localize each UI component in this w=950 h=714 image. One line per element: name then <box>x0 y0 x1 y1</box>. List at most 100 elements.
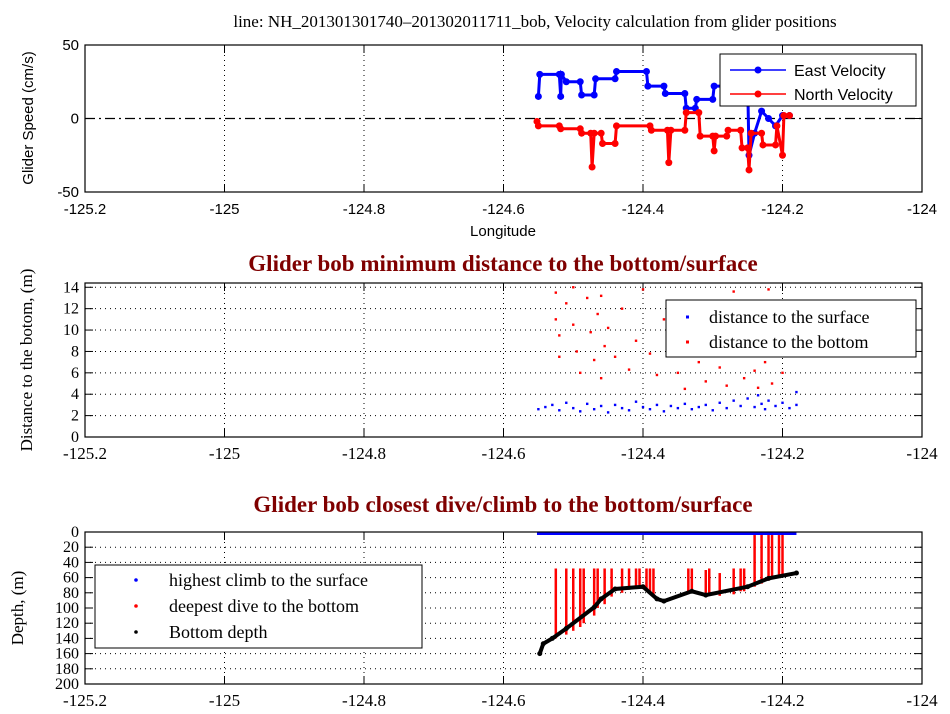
data-point <box>534 92 542 100</box>
y-tick-label: 200 <box>55 676 79 693</box>
surface-distance-point <box>690 407 694 411</box>
surface-distance-point <box>662 410 666 413</box>
y-tick-label: 80 <box>63 585 79 602</box>
bottom-distance-point <box>697 360 700 364</box>
data-point <box>590 129 598 137</box>
x-tick-label: -124.6 <box>482 691 526 710</box>
y-tick-label: 180 <box>55 661 79 678</box>
data-point <box>758 107 766 115</box>
bottom-depth-point <box>563 626 569 632</box>
bottom-depth-point <box>598 596 604 602</box>
bottom-distance-point <box>662 318 666 321</box>
data-point <box>695 109 703 117</box>
legend: highest climb to the surface deepest dive… <box>94 564 423 649</box>
bottom-distance-point <box>589 330 592 334</box>
bottom-distance-point <box>725 384 728 387</box>
surface-distance-point <box>648 407 652 411</box>
bottom-distance-point <box>599 294 603 298</box>
bottom-depth-point <box>689 588 695 594</box>
data-point <box>765 115 773 122</box>
data-point <box>747 129 755 137</box>
data-point <box>642 67 650 75</box>
legend-marker <box>134 578 138 582</box>
bottom-distance-point <box>732 290 735 293</box>
legend-box <box>665 299 917 358</box>
legend-marker <box>134 604 138 608</box>
y-tick-label: 2 <box>71 408 79 425</box>
surface-distance-point <box>579 410 582 413</box>
bottom-distance-point <box>572 323 575 326</box>
y-tick-label: 0 <box>71 111 79 128</box>
y-tick-label: 6 <box>71 365 79 382</box>
surface-distance-point <box>655 403 659 407</box>
bottom-depth-point <box>612 586 618 592</box>
y-tick-label: 4 <box>71 386 79 403</box>
legend-marker <box>754 66 762 74</box>
legend-marker <box>134 630 138 634</box>
bottom-depth-point <box>766 575 772 581</box>
surface-distance-point <box>746 397 749 400</box>
y-tick-label: 0 <box>71 524 79 541</box>
bottom-chart: -125.2 -125 -124.8 -124.6 -124.4 -124.2 -12402… <box>55 524 938 710</box>
bottom-distance-point <box>592 358 596 362</box>
bottom-distance-point <box>599 376 603 380</box>
x-tick-label: -124.6 <box>482 201 525 218</box>
legend: East Velocity North Velocity <box>719 53 917 107</box>
y-tick-label: 60 <box>63 570 79 587</box>
surface-distance-point <box>572 406 575 410</box>
data-point <box>693 95 701 103</box>
surface-distance-point <box>697 405 700 409</box>
bottom-distance-point <box>704 380 707 383</box>
x-tick-label: -124 <box>906 691 938 710</box>
bottom-distance-point <box>554 318 558 321</box>
surface-distance-point <box>683 402 687 406</box>
data-point <box>723 132 731 140</box>
data-point <box>709 95 717 103</box>
plot-area <box>533 67 793 174</box>
surface-distance-point <box>558 409 561 412</box>
data-point <box>785 112 793 120</box>
top-chart-title: line: NH_201301301740–201302011711_bob, … <box>233 12 836 31</box>
bottom-depth-point <box>549 635 555 641</box>
y-tick-label: 120 <box>55 615 79 632</box>
surface-distance-point <box>627 409 631 412</box>
bottom-distance-point <box>627 368 631 371</box>
data-point <box>611 139 619 147</box>
legend-label: deepest dive to the bottom <box>169 596 359 616</box>
x-tick-label: -125 <box>209 201 239 218</box>
bottom-depth-point <box>540 641 546 647</box>
bottom-distance-point <box>579 371 582 375</box>
x-tick-label: -125 <box>209 444 240 463</box>
bottom-distance-point <box>756 386 760 390</box>
surface-distance-point <box>756 394 760 397</box>
surface-distance-point <box>732 399 735 402</box>
bottom-distance-point <box>718 366 721 369</box>
bottom-distance-point <box>596 312 599 316</box>
data-point <box>644 82 652 90</box>
data-point <box>737 126 745 134</box>
data-point <box>744 144 752 152</box>
bottom-distance-point <box>641 288 645 291</box>
surface-distance-point <box>586 402 589 406</box>
surface-distance-point <box>711 409 714 412</box>
surface-distance-point <box>718 401 721 404</box>
legend-box <box>719 53 917 107</box>
data-point <box>562 78 570 86</box>
axes-box <box>84 531 923 685</box>
data-point <box>536 70 544 78</box>
data-point <box>758 129 766 137</box>
data-point <box>772 141 780 149</box>
surface-distance-point <box>795 390 798 394</box>
surface-distance-point <box>781 401 784 404</box>
surface-distance-point <box>592 407 596 411</box>
y-tick-label: -50 <box>57 184 79 201</box>
data-point <box>780 112 788 120</box>
bottom-distance-point <box>648 352 652 355</box>
legend-label: East Velocity <box>794 63 886 80</box>
data-point <box>681 90 689 98</box>
middle-chart-ylabel: Distance to the botom, (m) <box>17 269 36 452</box>
surface-distance-point <box>537 407 540 411</box>
x-tick-label: -124.8 <box>342 444 386 463</box>
surface-distance-point <box>767 399 770 402</box>
